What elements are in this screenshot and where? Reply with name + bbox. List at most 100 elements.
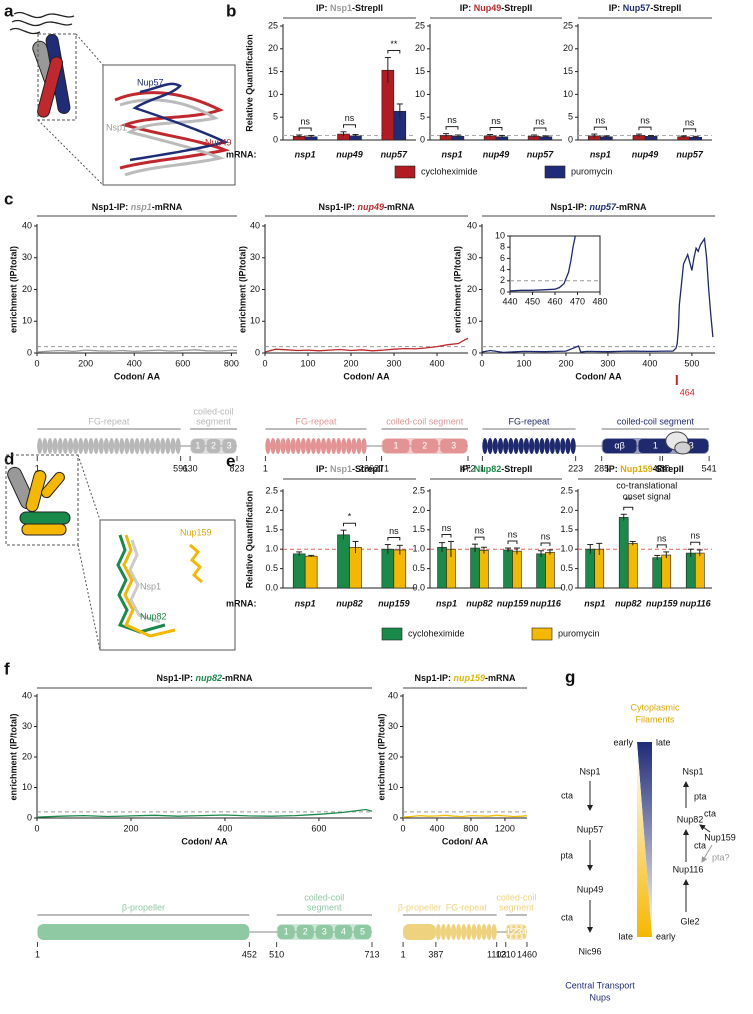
title-part: -StrepII [653, 464, 684, 474]
structure-d: Nup159 Nsp1 Nup82 [5, 454, 236, 651]
inset-line [509, 235, 576, 292]
coil-part [277, 925, 295, 939]
fg-repeat-unit [361, 438, 367, 454]
x-tick-label: nup57 [527, 149, 554, 159]
domain-tick-label: 472 [460, 463, 475, 473]
fg-repeat-unit [356, 438, 362, 454]
title-part: Nsp1-IP: [550, 202, 589, 212]
significance-label: ns [475, 526, 485, 536]
domain-tick-label: 271 [374, 463, 389, 473]
significance-label: ns [640, 115, 650, 125]
y-tick-label: 2.5 [412, 485, 425, 495]
y-tick-label: 10 [415, 89, 425, 99]
coil-part-label: 1 [653, 440, 658, 450]
domain-tick-label: 630 [183, 463, 198, 473]
fg-repeat-unit [435, 924, 441, 940]
coil-part [512, 925, 516, 939]
x-tick-label: 600 [311, 823, 326, 833]
title-part: -mRNA [152, 202, 183, 212]
group-label: Central Transport [565, 980, 635, 990]
y-tick-label: 25 [563, 20, 573, 30]
y-tick-label: 20 [268, 43, 278, 53]
y-tick-label: 1.0 [560, 544, 573, 554]
fg-repeat-unit [98, 438, 104, 454]
x-tick-label: nsp1 [441, 149, 462, 159]
y-tick-label: 5 [420, 112, 425, 122]
bar [437, 546, 447, 589]
x-tick-label: nsp1 [590, 149, 611, 159]
inset-y-tick-label: 10 [495, 230, 505, 240]
fg-repeat-unit [310, 438, 317, 454]
significance-label: ns [508, 529, 518, 539]
significance-bracket [441, 533, 452, 538]
y-tick-label: 10 [467, 316, 477, 326]
fg-repeat-unit [315, 438, 322, 454]
fg-repeat-unit [103, 438, 109, 454]
x-tick-label: 400 [127, 358, 142, 368]
coil-part-label: 3 [227, 440, 232, 450]
protein-label: Nup49 [205, 137, 232, 147]
fg-repeat-unit [331, 438, 337, 454]
significance-label: ns [300, 116, 310, 126]
coil-part [353, 925, 371, 939]
title-part: Nsp1-IP: [92, 202, 131, 212]
fg-repeat-unit [78, 438, 84, 454]
chart-title: Nsp1-IP: nup82-mRNA [156, 673, 253, 683]
significance-bracket [489, 127, 503, 131]
title-part: IP: [606, 464, 620, 474]
legend-swatch [381, 627, 403, 641]
domain-tick-label: 510 [269, 949, 284, 959]
title-part: IP: [460, 3, 474, 13]
fg-repeat-unit [295, 438, 301, 454]
domain-tick-label: 1460 [517, 949, 537, 959]
title-part: Nsp1-IP: [156, 673, 195, 683]
fg-repeat-unit [461, 924, 467, 940]
title-part: -StrepII [352, 464, 383, 474]
y-tick-label: 40 [22, 220, 32, 230]
x-tick-label: 400 [429, 823, 444, 833]
edge-label: cta [704, 808, 716, 818]
chart-title: Nsp1-IP: nup57-mRNA [550, 202, 647, 212]
inset-x-tick-label: 480 [592, 296, 607, 306]
x-tick-label: 800 [224, 358, 239, 368]
node: Nup49 [577, 884, 604, 894]
y-tick-label: 20 [388, 751, 398, 761]
coil-part [602, 439, 637, 453]
group-label: Nups [589, 992, 611, 1002]
title-part: -mRNA [384, 202, 415, 212]
title-part: nup159 [454, 673, 486, 683]
bar [503, 549, 513, 589]
protein-label: Nsp1 [106, 122, 127, 132]
x-axis-label: Codon/ AA [442, 836, 489, 846]
fg-repeat-unit [456, 924, 462, 940]
x-axis-label: Codon/ AA [181, 836, 228, 846]
x-tick-label: 200 [78, 358, 93, 368]
bar [470, 547, 480, 589]
y-tick-label: 0.5 [265, 563, 278, 573]
fg-repeat-unit [466, 924, 472, 940]
bar [536, 553, 546, 589]
coil-part [411, 439, 439, 453]
fg-repeat-unit [492, 438, 498, 454]
coil-part [334, 925, 352, 939]
coil-part-label: 1 [284, 926, 289, 936]
edge-label: pta [694, 791, 707, 801]
y-axis-label: enrichment (IP/total) [452, 246, 462, 333]
significance-bracket [507, 540, 518, 545]
significance-bracket [474, 536, 485, 541]
ribosome [674, 441, 692, 455]
domain-tick-label: 430 [655, 463, 670, 473]
chart-title: IP: Nsp1-StrepII [316, 3, 383, 13]
fg-repeat-unit [503, 438, 509, 454]
fg-repeat-unit [144, 438, 150, 454]
coil-part-label: 4 [341, 926, 346, 936]
enrichment-line [36, 808, 373, 818]
fg-repeat-unit [320, 438, 327, 454]
bar [337, 534, 350, 589]
y-tick-label: 1.0 [412, 544, 425, 554]
y-tick-label: 0 [255, 347, 260, 357]
significance-bracket [540, 542, 551, 546]
inset-x-tick-label: 460 [547, 296, 562, 306]
x-tick-label: 0 [400, 823, 405, 833]
y-tick-label: 40 [388, 690, 398, 700]
